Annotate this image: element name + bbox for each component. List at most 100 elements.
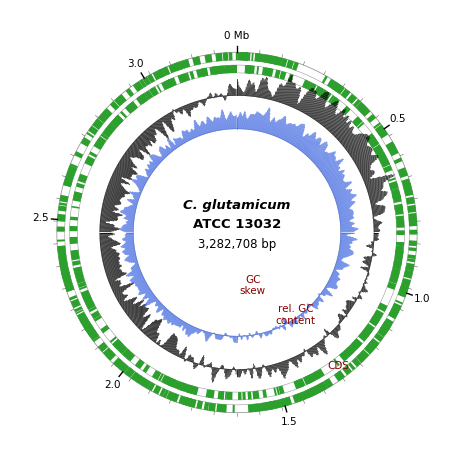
Polygon shape <box>186 385 195 394</box>
Polygon shape <box>262 67 267 75</box>
Polygon shape <box>106 351 113 358</box>
Polygon shape <box>383 321 392 328</box>
Polygon shape <box>250 66 255 74</box>
Polygon shape <box>314 371 320 379</box>
Polygon shape <box>408 206 416 213</box>
Polygon shape <box>409 241 417 246</box>
Polygon shape <box>267 55 270 63</box>
Polygon shape <box>84 324 94 332</box>
Polygon shape <box>211 66 217 75</box>
Polygon shape <box>59 262 68 269</box>
Polygon shape <box>383 165 392 171</box>
Polygon shape <box>388 309 399 319</box>
Polygon shape <box>392 192 401 199</box>
Polygon shape <box>80 316 88 323</box>
Polygon shape <box>105 126 114 134</box>
Polygon shape <box>252 391 260 399</box>
Polygon shape <box>93 142 103 150</box>
Polygon shape <box>203 68 208 76</box>
Polygon shape <box>73 192 82 198</box>
Polygon shape <box>125 368 133 376</box>
Polygon shape <box>137 94 147 104</box>
Polygon shape <box>140 79 146 87</box>
Polygon shape <box>407 258 415 262</box>
Polygon shape <box>74 306 82 312</box>
Polygon shape <box>238 392 242 400</box>
Polygon shape <box>57 214 65 218</box>
Polygon shape <box>304 376 311 385</box>
Polygon shape <box>374 309 384 319</box>
Polygon shape <box>344 350 350 357</box>
Polygon shape <box>407 205 416 213</box>
Polygon shape <box>264 402 267 411</box>
Polygon shape <box>296 379 303 388</box>
Polygon shape <box>366 344 374 351</box>
Polygon shape <box>60 195 68 201</box>
Polygon shape <box>324 378 333 388</box>
Polygon shape <box>179 74 186 83</box>
Polygon shape <box>367 114 376 123</box>
Polygon shape <box>103 348 113 358</box>
Polygon shape <box>370 315 380 325</box>
Polygon shape <box>310 388 315 396</box>
Polygon shape <box>92 123 100 130</box>
Polygon shape <box>274 70 281 79</box>
Polygon shape <box>340 353 346 360</box>
Polygon shape <box>120 347 128 354</box>
Polygon shape <box>259 54 267 63</box>
Text: 3,282,708 bp: 3,282,708 bp <box>198 238 276 251</box>
Polygon shape <box>371 141 379 148</box>
Polygon shape <box>352 358 361 367</box>
Polygon shape <box>152 370 161 380</box>
Polygon shape <box>375 125 383 132</box>
Polygon shape <box>364 344 374 354</box>
Polygon shape <box>302 80 312 90</box>
Polygon shape <box>115 341 124 351</box>
Polygon shape <box>319 89 326 97</box>
Polygon shape <box>409 247 417 251</box>
Polygon shape <box>274 57 279 65</box>
Polygon shape <box>70 237 78 244</box>
Polygon shape <box>179 382 189 392</box>
Polygon shape <box>276 387 280 395</box>
Polygon shape <box>79 286 87 290</box>
Polygon shape <box>122 349 130 357</box>
Polygon shape <box>242 392 246 400</box>
Polygon shape <box>85 325 95 335</box>
Polygon shape <box>110 120 119 128</box>
Polygon shape <box>318 88 328 99</box>
Polygon shape <box>308 83 317 92</box>
Polygon shape <box>398 291 407 297</box>
Polygon shape <box>409 217 417 225</box>
Polygon shape <box>300 392 305 400</box>
Polygon shape <box>128 102 137 112</box>
Polygon shape <box>255 53 261 62</box>
Polygon shape <box>299 379 304 387</box>
Polygon shape <box>159 388 165 397</box>
Polygon shape <box>161 80 170 90</box>
Polygon shape <box>85 156 95 165</box>
Polygon shape <box>356 102 366 112</box>
Polygon shape <box>229 53 232 60</box>
Polygon shape <box>396 221 404 228</box>
Polygon shape <box>346 347 354 355</box>
Polygon shape <box>397 232 404 235</box>
Polygon shape <box>404 272 412 277</box>
Polygon shape <box>278 385 284 394</box>
Polygon shape <box>200 68 208 77</box>
Polygon shape <box>277 399 285 408</box>
Polygon shape <box>273 400 281 409</box>
Polygon shape <box>116 94 127 105</box>
Polygon shape <box>386 142 396 151</box>
Polygon shape <box>361 350 369 358</box>
Polygon shape <box>100 325 109 332</box>
Polygon shape <box>308 387 318 397</box>
Polygon shape <box>138 361 145 369</box>
Polygon shape <box>110 119 119 128</box>
Polygon shape <box>315 370 322 379</box>
Polygon shape <box>254 404 258 412</box>
Polygon shape <box>114 116 122 125</box>
Polygon shape <box>74 270 82 274</box>
Polygon shape <box>245 65 251 73</box>
Polygon shape <box>281 399 286 407</box>
